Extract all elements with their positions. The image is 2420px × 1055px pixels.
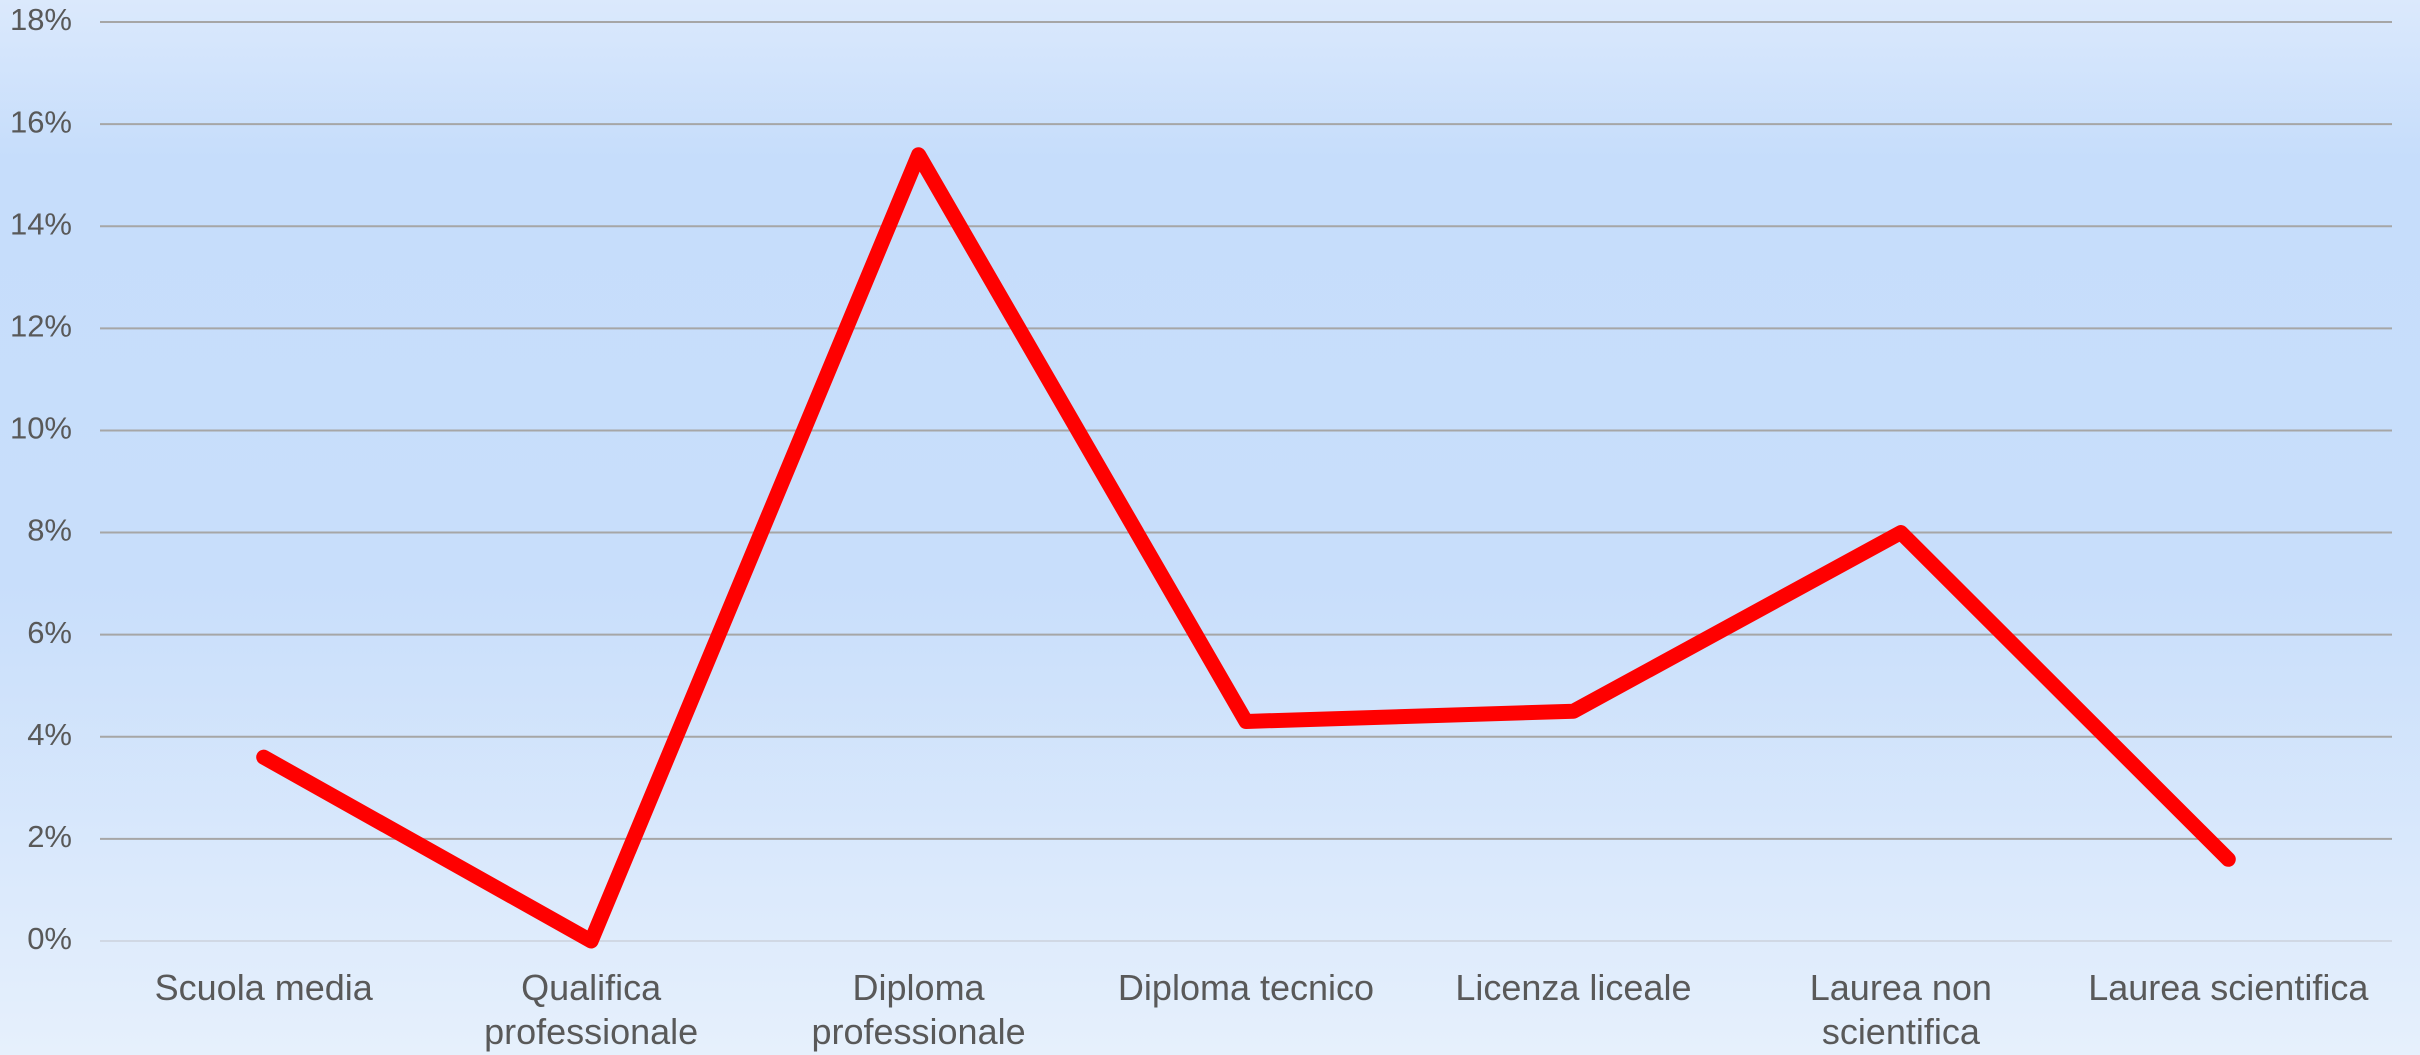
y-tick-label: 16% (10, 104, 72, 139)
y-tick-label: 8% (27, 513, 72, 548)
line (256, 147, 2236, 949)
y-tick-label: 2% (27, 819, 72, 854)
y-tick-label: 14% (10, 206, 72, 241)
x-tick-label: Licenza liceale (1455, 967, 1692, 1008)
y-tick-label: 0% (27, 921, 72, 956)
y-tick-label: 12% (10, 309, 72, 344)
x-tick-label: Laurea scientifica (2088, 967, 2369, 1008)
x-tick-label: Laurea non scientifica (1809, 967, 1992, 1052)
y-tick-label: 18% (10, 2, 72, 37)
x-tick-label: Diploma tecnico (1117, 967, 1375, 1008)
x-tick-label: Scuola media (154, 967, 373, 1008)
x-tick-label: Diploma professionale (811, 967, 1026, 1052)
y-tick-label: 6% (27, 615, 72, 650)
y-tick-label: 4% (27, 717, 72, 752)
y-tick-label: 10% (10, 411, 72, 446)
x-tick-label: Qualifica professionale (484, 967, 699, 1052)
